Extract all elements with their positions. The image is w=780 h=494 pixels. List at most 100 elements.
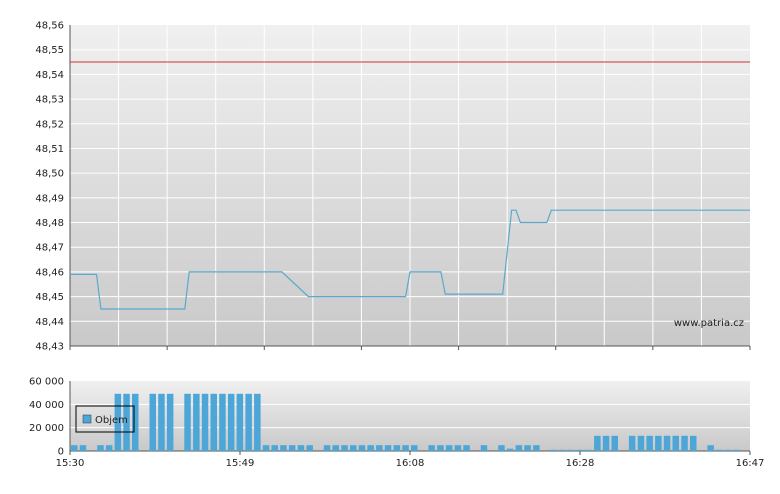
- price-y-tick-label: 48,43: [35, 342, 64, 353]
- volume-bar: [463, 445, 470, 451]
- volume-bar: [201, 393, 209, 451]
- volume-bar: [576, 449, 584, 451]
- legend-label: Objem: [95, 415, 128, 426]
- volume-bar: [594, 435, 601, 451]
- volume-bar: [515, 445, 523, 451]
- volume-y-tick-label: 0: [58, 447, 64, 458]
- volume-bar: [646, 435, 653, 451]
- volume-bar: [193, 393, 200, 451]
- volume-bar: [245, 393, 252, 451]
- volume-bar: [567, 449, 575, 451]
- volume-bar: [210, 393, 217, 451]
- volume-bar: [498, 445, 505, 451]
- volume-bar: [184, 393, 191, 451]
- volume-bar: [132, 393, 139, 451]
- volume-bar: [480, 445, 488, 451]
- volume-bar: [79, 445, 87, 451]
- volume-bar: [219, 393, 226, 451]
- volume-bar: [149, 393, 156, 451]
- volume-bar: [445, 445, 453, 451]
- volume-bar: [332, 445, 339, 451]
- price-y-tick-label: 48,46: [35, 267, 64, 278]
- volume-bar: [358, 445, 366, 451]
- volume-bar: [724, 449, 732, 451]
- volume-bar: [690, 435, 697, 451]
- volume-bar: [297, 445, 305, 451]
- price-y-tick-label: 48,49: [35, 193, 64, 204]
- price-panel: 48,56 48,55 48,54 48,53 48,52 48,51 48,50 48,49…: [35, 21, 751, 353]
- x-tick-label: 16:08: [396, 458, 425, 469]
- volume-bar: [158, 393, 165, 451]
- volume-bar: [506, 448, 514, 451]
- price-y-tick-label: 48,54: [35, 70, 64, 81]
- price-y-tick-label: 48,52: [35, 119, 64, 130]
- legend-swatch: [82, 414, 92, 424]
- volume-bar: [271, 445, 278, 451]
- volume-bar: [611, 435, 618, 451]
- x-tick-label: 16:28: [566, 458, 595, 469]
- volume-bar: [655, 435, 662, 451]
- volume-bar: [254, 393, 261, 451]
- volume-bar: [323, 445, 331, 451]
- volume-plot-background: [70, 381, 750, 451]
- price-y-tick-label: 48,45: [35, 292, 64, 303]
- volume-bar: [681, 435, 688, 451]
- price-y-tick-label: 48,51: [35, 144, 64, 155]
- volume-bar: [71, 445, 78, 451]
- volume-bar: [707, 445, 714, 451]
- volume-bars: [71, 393, 741, 451]
- volume-bar: [236, 393, 244, 451]
- price-y-tick-label: 48,50: [35, 169, 64, 180]
- volume-legend: Objem: [75, 405, 135, 433]
- volume-bar: [402, 445, 409, 451]
- volume-bar: [123, 393, 130, 451]
- volume-bar: [114, 393, 122, 451]
- volume-bar: [367, 445, 374, 451]
- volume-bar: [262, 445, 270, 451]
- volume-x-tick-labels: 15:30 15:49 16:08 16:28 16:47: [56, 451, 765, 469]
- volume-bar: [637, 435, 645, 451]
- volume-bar: [428, 445, 435, 451]
- price-x-ticks: [69, 346, 751, 350]
- x-tick-label: 16:47: [736, 458, 765, 469]
- volume-y-tick-labels: 60 000 40 000 20 000 0: [29, 377, 64, 458]
- volume-bar: [166, 393, 174, 451]
- volume-bar: [350, 445, 357, 451]
- volume-bar: [716, 449, 723, 451]
- volume-bar: [97, 445, 104, 451]
- volume-bar: [411, 445, 418, 451]
- volume-bar: [663, 435, 671, 451]
- volume-y-tick-label: 20 000: [29, 423, 64, 434]
- price-y-tick-label: 48,56: [35, 21, 64, 32]
- x-tick-label: 15:30: [56, 458, 85, 469]
- volume-panel: 60 000 40 000 20 000 0 15:30 15:49 16:08 16:28…: [29, 377, 764, 470]
- volume-bar: [437, 445, 444, 451]
- volume-bar: [341, 445, 348, 451]
- volume-bar: [227, 393, 235, 451]
- volume-bar: [524, 445, 531, 451]
- volume-bar: [393, 445, 401, 451]
- volume-bar: [672, 435, 679, 451]
- volume-bar: [288, 445, 296, 451]
- volume-bar: [280, 445, 287, 451]
- volume-bar: [628, 435, 636, 451]
- volume-bar: [306, 445, 313, 451]
- volume-y-tick-label: 60 000: [29, 377, 64, 388]
- volume-bar: [454, 445, 462, 451]
- volume-y-tick-label: 40 000: [29, 400, 64, 411]
- watermark-text: www.patria.cz: [674, 318, 744, 329]
- volume-bar: [559, 449, 566, 451]
- volume-bar: [376, 445, 383, 451]
- price-y-tick-label: 48,53: [35, 95, 64, 106]
- volume-bar: [733, 449, 741, 451]
- volume-bar: [585, 449, 592, 451]
- volume-bar: [550, 449, 557, 451]
- volume-bar: [384, 445, 392, 451]
- volume-bar: [533, 445, 540, 451]
- volume-bar: [105, 445, 113, 451]
- price-y-tick-label: 48,47: [35, 243, 64, 254]
- price-y-tick-label: 48,55: [35, 45, 64, 56]
- price-y-tick-labels: 48,56 48,55 48,54 48,53 48,52 48,51 48,50 48,49…: [35, 21, 64, 353]
